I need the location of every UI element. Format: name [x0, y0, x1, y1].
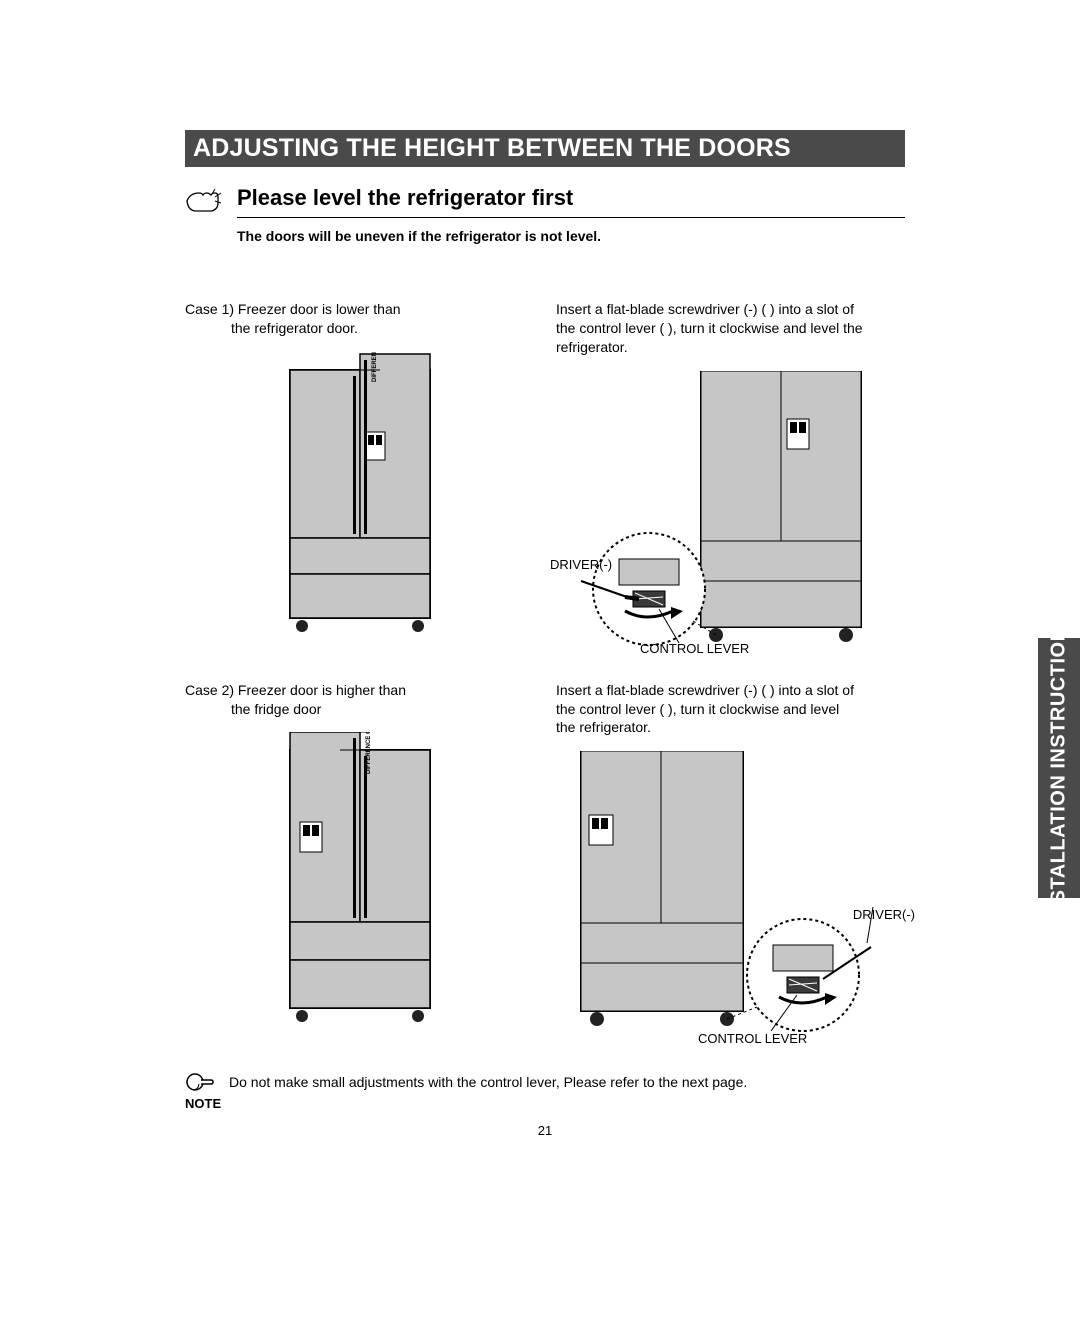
instr2-line2: the control lever ( ), turn it clockwise…: [556, 701, 839, 717]
case1-text-line1: Case 1) Freezer door is lower than: [185, 301, 401, 317]
instr2-line3: the refrigerator.: [556, 719, 651, 735]
height-diff-label-2: DIFFERENCE OF HEIGHT: [366, 732, 372, 774]
height-diff-label: DIFFERENCE OF HEIGHT: [372, 352, 378, 382]
pointing-hand-icon: [185, 187, 225, 215]
note-label: NOTE: [185, 1096, 221, 1111]
instr1-line3: refrigerator.: [556, 339, 628, 355]
page-number: 21: [185, 1123, 905, 1138]
driver-label-1: DRIVER(-): [550, 557, 612, 572]
leveling-detail-illustration-1: [571, 371, 891, 661]
section-subtitle: Please level the refrigerator first: [237, 185, 905, 211]
control-lever-label-1: CONTROL LEVER: [640, 641, 749, 656]
note-text: Do not make small adjustments with the c…: [229, 1074, 747, 1090]
fridge-case2-illustration: DIFFERENCE OF HEIGHT: [270, 732, 450, 1032]
instr1-line2: the control lever ( ), turn it clockwise…: [556, 320, 863, 336]
page-title: ADJUSTING THE HEIGHT BETWEEN THE DOORS: [185, 130, 905, 167]
note-hand-icon: [185, 1067, 215, 1097]
control-lever-label-2: CONTROL LEVER: [698, 1031, 807, 1046]
fridge-case1-illustration: DIFFERENCE OF HEIGHT: [270, 352, 450, 642]
divider: [237, 217, 905, 218]
case2-text-line2: the fridge door: [185, 701, 321, 717]
leveling-detail-illustration-2: [571, 751, 891, 1051]
section-note: The doors will be uneven if the refriger…: [237, 228, 905, 244]
instr1-line1: Insert a flat-blade screwdriver (-) ( ) …: [556, 301, 854, 317]
instr2-line1: Insert a flat-blade screwdriver (-) ( ) …: [556, 682, 854, 698]
driver-label-2: DRIVER(-): [853, 907, 915, 922]
side-tab-label: INSTALLATION INSTRUCTIONS: [1048, 612, 1071, 924]
case1-text-line2: the refrigerator door.: [185, 320, 358, 336]
case2-text-line1: Case 2) Freezer door is higher than: [185, 682, 406, 698]
side-tab: INSTALLATION INSTRUCTIONS: [1038, 638, 1080, 898]
